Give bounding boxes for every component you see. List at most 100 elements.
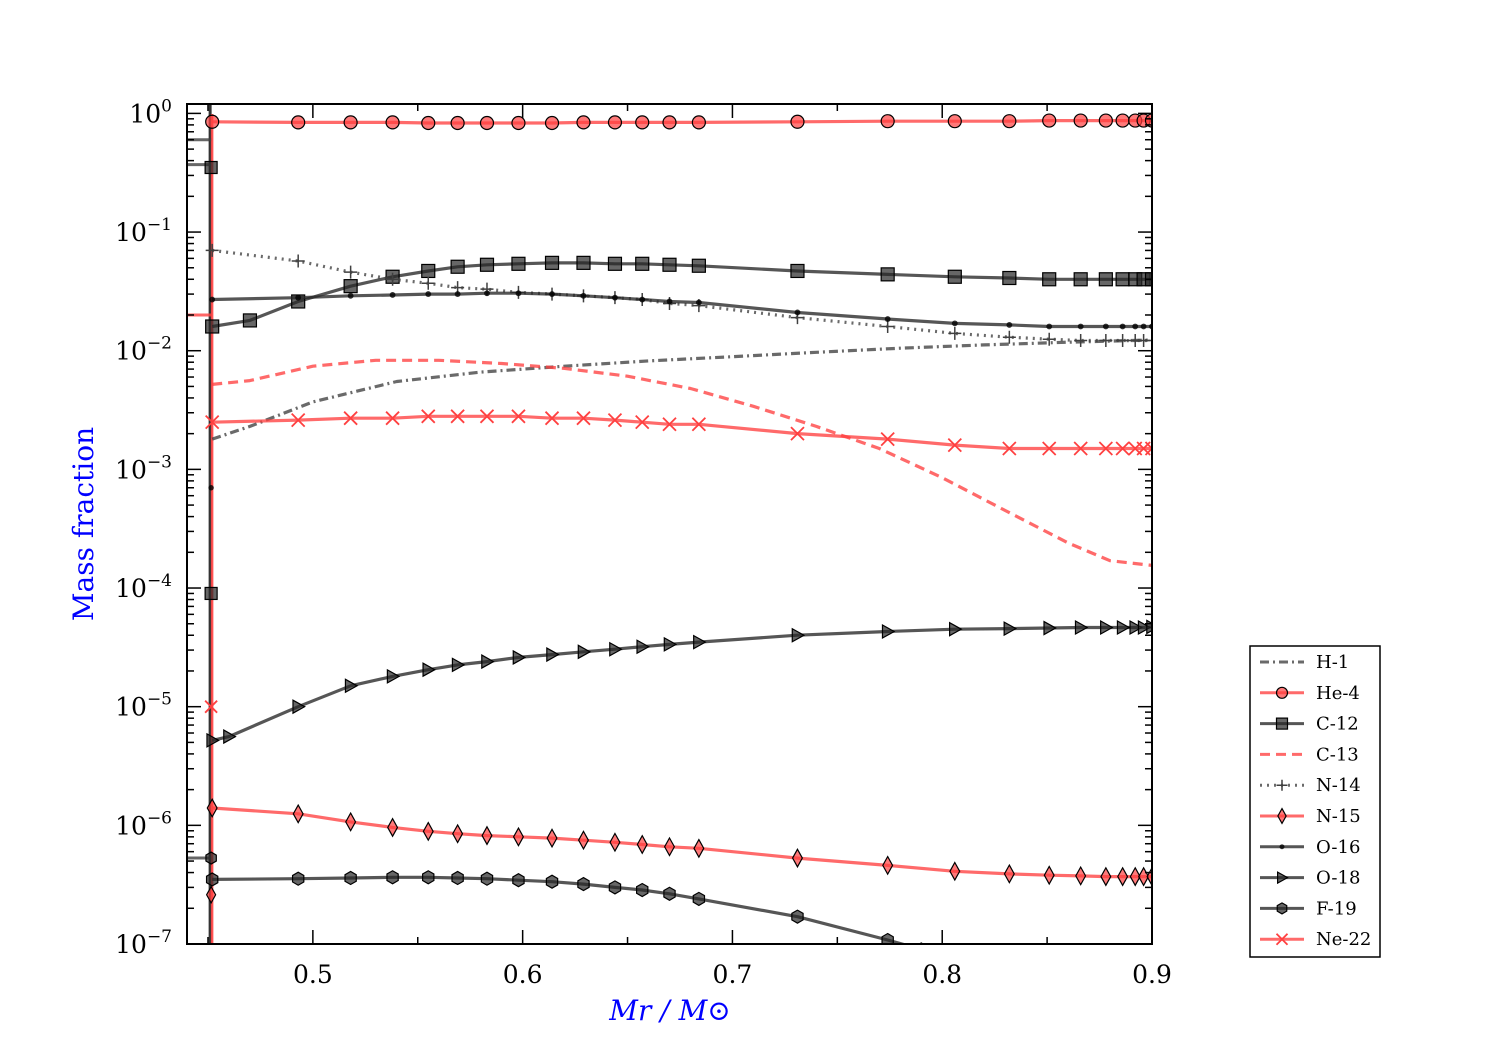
data-point-n-14: [205, 243, 219, 257]
series-c-13: [212, 358, 1152, 567]
data-point-o-18: [1100, 619, 1114, 636]
data-point-f-19: [577, 876, 590, 892]
data-point-o-16: [515, 290, 522, 297]
data-point-n-15: [609, 832, 621, 853]
legend-item-f-19: F-19: [1260, 898, 1357, 919]
data-point-c-12: [479, 257, 495, 272]
data-point-o-16: [612, 294, 618, 301]
data-point-f-19: [881, 932, 894, 944]
data-point-f-19: [545, 874, 559, 889]
data-point-ne-22: [1042, 441, 1057, 456]
x-tick-label: 0.7: [713, 960, 753, 989]
data-point-c-12: [790, 263, 805, 279]
data-point-he-4: [1098, 113, 1113, 128]
data-point-he-4: [607, 115, 623, 130]
data-point-c-12: [544, 255, 560, 270]
data-point-o-16: [951, 320, 958, 327]
legend-item-c-12: C-12: [1260, 714, 1359, 735]
data-point-n-15: [1075, 865, 1087, 886]
series-c-12: [205, 255, 1152, 334]
data-point-o-16: [1006, 321, 1013, 328]
data-point-o-18: [693, 634, 707, 650]
data-point-n-14: [344, 265, 358, 279]
data-point-n-14: [291, 254, 305, 268]
data-point-o-16: [695, 299, 702, 306]
data-point-o-18: [881, 623, 896, 640]
data-point-he-4: [511, 115, 526, 131]
data-point-he-4: [1144, 113, 1152, 128]
data-point-f-19: [386, 870, 399, 885]
data-point-o-18: [344, 678, 359, 694]
data-point-c-12: [450, 259, 465, 274]
data-point-o-18: [1137, 619, 1152, 636]
data-point-n-15: [422, 821, 434, 842]
legend-marker: [1279, 844, 1285, 850]
y-tick-label: 10−7: [115, 927, 172, 959]
data-point-n-14: [421, 276, 435, 290]
series-o-16: [209, 290, 1152, 330]
legend-item-o-18: O-18: [1260, 868, 1360, 889]
data-point-n-15: [791, 848, 804, 869]
data-point-o-18: [636, 639, 650, 655]
data-point-n-15: [1043, 865, 1055, 886]
data-point-he-4: [544, 115, 560, 131]
data-point-o-18: [512, 649, 527, 665]
series-he-4: [205, 113, 1152, 131]
y-tick-label: 100: [129, 96, 172, 128]
data-point-f-19: [663, 886, 676, 901]
legend-label: Ne-22: [1316, 929, 1371, 950]
data-point-o-16: [794, 309, 801, 316]
data-point-ne-22: [662, 417, 677, 432]
data-point-c-12: [1002, 270, 1017, 286]
legend-label: He-4: [1316, 683, 1360, 704]
data-point-o-16: [549, 291, 555, 298]
legend-item-c-13: C-13: [1260, 744, 1359, 765]
legend-label: N-15: [1316, 806, 1361, 827]
data-point-n-15: [663, 836, 676, 857]
data-point-o-18: [1129, 619, 1143, 636]
plot-frame: [186, 103, 1153, 945]
x-axis-title: Mr / M⊙: [608, 994, 730, 1027]
data-point-n-15: [345, 811, 357, 832]
data-point-c-12: [880, 267, 895, 282]
legend-label: H-1: [1316, 652, 1349, 673]
data-point-o-18: [609, 641, 623, 657]
data-point-o-18: [292, 699, 306, 715]
data-point-ne-22: [576, 411, 591, 426]
x-tick-label: 0.6: [503, 960, 543, 989]
legend-box: [1249, 645, 1381, 958]
data-point-he-4: [576, 115, 591, 130]
data-point-o-18: [663, 636, 678, 652]
data-point-ne-22: [1073, 441, 1088, 456]
data-point-o-16: [639, 296, 646, 303]
legend-item-n-15: N-15: [1260, 806, 1361, 827]
data-point-he-4: [662, 115, 677, 130]
data-point-he-4: [1073, 113, 1088, 128]
data-point-c-12: [1115, 272, 1130, 287]
series-h-1: [211, 338, 1152, 441]
data-point-n-15: [481, 825, 493, 846]
data-point-n-14: [1099, 333, 1113, 347]
data-point-f-19: [692, 891, 706, 907]
data-point-c-12: [662, 257, 677, 272]
legend-marker: [1275, 933, 1289, 946]
data-point-he-4: [947, 114, 962, 129]
data-point-n-15: [512, 826, 525, 847]
data-point-ne-22: [421, 409, 436, 424]
data-point-n-15: [577, 830, 590, 851]
series-line-h-1: [211, 338, 1152, 441]
data-point-o-18: [1003, 621, 1018, 637]
data-point-he-4: [450, 115, 465, 131]
legend-label: O-16: [1316, 837, 1360, 858]
data-point-n-14: [1002, 330, 1016, 344]
data-point-ne-22: [544, 411, 560, 426]
data-point-o-16: [580, 292, 587, 299]
data-point-c-12: [691, 258, 706, 273]
data-point-o-16: [484, 290, 490, 297]
legend-item-n-14: N-14: [1260, 775, 1361, 796]
data-point-c-12: [607, 256, 623, 271]
data-point-o-18: [791, 627, 806, 643]
data-point-c-12: [635, 256, 650, 271]
data-point-c-12: [1098, 272, 1113, 287]
data-point-c-12: [947, 269, 962, 284]
